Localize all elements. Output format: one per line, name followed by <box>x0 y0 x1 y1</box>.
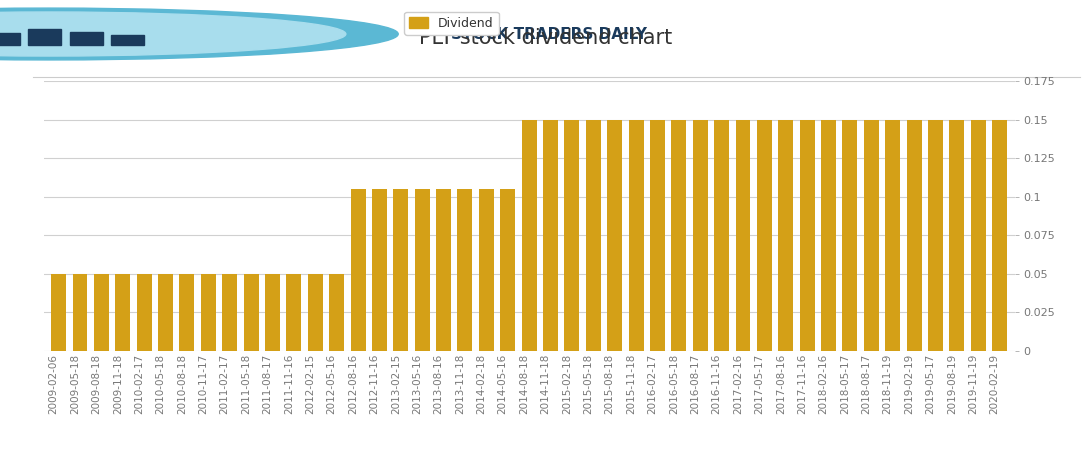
Bar <box>223 274 237 351</box>
Bar <box>51 274 67 351</box>
Bar <box>800 120 815 351</box>
Bar <box>608 120 622 351</box>
Bar <box>650 120 664 351</box>
Bar <box>479 189 494 351</box>
Bar <box>564 120 579 351</box>
Bar <box>350 189 365 351</box>
FancyBboxPatch shape <box>28 29 61 45</box>
Bar <box>671 120 686 351</box>
Bar <box>457 189 472 351</box>
Circle shape <box>0 12 346 56</box>
Bar <box>586 120 601 351</box>
Bar <box>265 274 280 351</box>
Bar <box>735 120 751 351</box>
Text: STOCK TRADERS DAILY: STOCK TRADERS DAILY <box>451 27 647 41</box>
Bar <box>715 120 729 351</box>
Bar <box>136 274 152 351</box>
Bar <box>201 274 216 351</box>
Bar <box>992 120 1007 351</box>
Bar <box>521 120 537 351</box>
Bar <box>757 120 771 351</box>
Legend: Dividend: Dividend <box>405 12 499 35</box>
FancyBboxPatch shape <box>111 36 144 45</box>
Bar <box>778 120 793 351</box>
Bar <box>822 120 836 351</box>
Bar <box>907 120 922 351</box>
Bar <box>72 274 87 351</box>
Bar <box>329 274 344 351</box>
Text: PLT stock dividend chart: PLT stock dividend chart <box>419 28 672 48</box>
Bar <box>885 120 900 351</box>
Bar <box>949 120 964 351</box>
Bar <box>842 120 858 351</box>
Bar <box>158 274 173 351</box>
FancyBboxPatch shape <box>0 33 20 45</box>
Bar <box>394 189 408 351</box>
Bar <box>501 189 515 351</box>
Bar <box>308 274 323 351</box>
Bar <box>628 120 644 351</box>
Bar <box>928 120 943 351</box>
Bar <box>286 274 301 351</box>
Bar <box>372 189 387 351</box>
Bar <box>971 120 986 351</box>
Circle shape <box>0 8 398 60</box>
Bar <box>864 120 879 351</box>
Bar <box>415 189 430 351</box>
Bar <box>436 189 451 351</box>
Bar <box>693 120 708 351</box>
Bar <box>94 274 109 351</box>
Bar <box>543 120 558 351</box>
Bar <box>179 274 194 351</box>
FancyBboxPatch shape <box>70 32 103 45</box>
Bar <box>243 274 259 351</box>
Bar <box>116 274 130 351</box>
